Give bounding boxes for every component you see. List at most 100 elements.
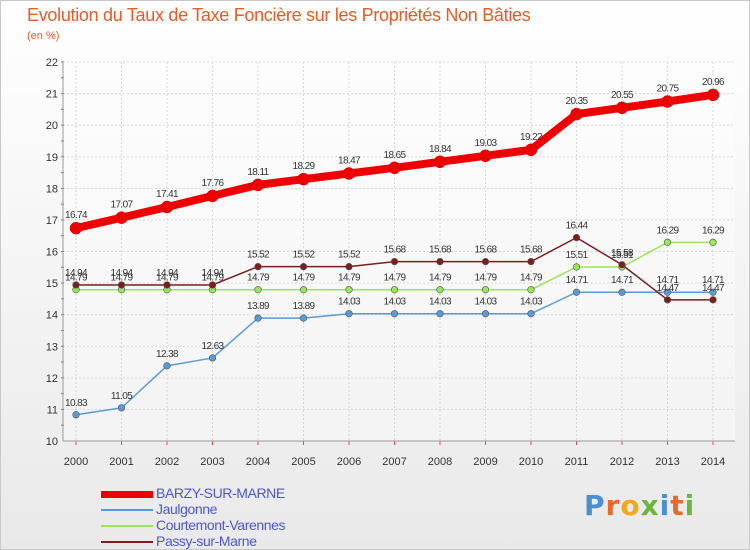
y-tick-label: 16 bbox=[46, 247, 58, 259]
logo-letter: i bbox=[684, 489, 696, 522]
data-label: 15.68 bbox=[474, 245, 497, 256]
data-label: 14.03 bbox=[520, 297, 543, 308]
data-point bbox=[299, 286, 308, 294]
data-point bbox=[254, 286, 262, 294]
data-point bbox=[163, 362, 171, 370]
y-tick-label: 15 bbox=[46, 278, 58, 290]
data-label: 15.51 bbox=[611, 250, 634, 261]
data-label: 18.11 bbox=[247, 167, 269, 178]
x-tick-label: 2005 bbox=[291, 456, 315, 468]
data-label: 17.76 bbox=[201, 178, 224, 189]
data-point bbox=[570, 107, 583, 121]
data-label: 15.68 bbox=[383, 245, 406, 256]
data-label: 14.94 bbox=[65, 268, 88, 279]
data-point bbox=[572, 234, 581, 242]
y-tick-label: 12 bbox=[46, 373, 58, 385]
data-point bbox=[390, 310, 399, 318]
y-tick-label: 20 bbox=[46, 120, 58, 132]
data-point bbox=[160, 200, 174, 214]
y-tick-label: 10 bbox=[46, 436, 58, 448]
data-label: 18.65 bbox=[383, 150, 406, 161]
data-point bbox=[709, 238, 717, 246]
data-label: 15.52 bbox=[247, 250, 270, 261]
data-label: 15.58 bbox=[611, 248, 634, 259]
data-point bbox=[709, 296, 717, 304]
logo-letter: t bbox=[670, 489, 685, 522]
data-point bbox=[433, 155, 447, 169]
data-label: 14.79 bbox=[429, 273, 452, 284]
data-label: 20.55 bbox=[611, 90, 634, 101]
legend-label-jaulgonne: Jaulgonne bbox=[156, 501, 218, 517]
legend-swatch-courtemont bbox=[101, 525, 153, 527]
data-point bbox=[72, 411, 80, 419]
data-label: 14.79 bbox=[520, 273, 543, 284]
data-point bbox=[481, 286, 490, 294]
logo-letter: x bbox=[640, 489, 660, 522]
data-label: 14.71 bbox=[565, 275, 588, 286]
data-label: 14.94 bbox=[110, 268, 133, 279]
data-point bbox=[208, 354, 217, 362]
y-tick-label: 14 bbox=[46, 310, 58, 322]
data-point bbox=[251, 178, 265, 192]
x-tick-label: 2014 bbox=[701, 456, 725, 468]
data-point bbox=[115, 211, 128, 224]
data-label: 15.68 bbox=[520, 245, 543, 256]
x-tick-label: 2007 bbox=[382, 456, 406, 468]
data-label: 14.03 bbox=[338, 297, 361, 308]
data-point bbox=[345, 310, 353, 318]
data-point bbox=[206, 189, 219, 203]
data-point bbox=[208, 281, 217, 289]
legend-label-barzy: BARZY-SUR-MARNE bbox=[156, 485, 285, 501]
data-point bbox=[706, 88, 720, 102]
data-label: 17.41 bbox=[156, 189, 179, 200]
data-label: 16.74 bbox=[65, 210, 88, 221]
data-point bbox=[299, 263, 308, 271]
x-tick-label: 2006 bbox=[337, 456, 361, 468]
data-label: 16.29 bbox=[702, 225, 725, 236]
legend-label-passy: Passy-sur-Marne bbox=[156, 533, 257, 549]
x-tick-label: 2011 bbox=[565, 456, 589, 468]
data-label: 16.44 bbox=[565, 221, 588, 232]
data-point bbox=[72, 281, 80, 289]
data-label: 14.79 bbox=[247, 273, 270, 284]
data-label: 14.47 bbox=[702, 283, 725, 294]
data-point bbox=[390, 258, 399, 266]
data-label: 17.07 bbox=[110, 200, 133, 211]
data-label: 14.47 bbox=[656, 283, 679, 294]
data-point bbox=[572, 263, 581, 271]
data-label: 14.79 bbox=[292, 273, 315, 284]
data-label: 18.29 bbox=[292, 161, 315, 172]
data-label: 14.94 bbox=[201, 268, 224, 279]
data-label: 12.38 bbox=[156, 349, 179, 360]
x-tick-label: 2002 bbox=[155, 456, 179, 468]
data-point bbox=[345, 286, 353, 294]
x-tick-label: 2003 bbox=[200, 456, 224, 468]
data-point bbox=[299, 314, 308, 322]
y-tick-label: 21 bbox=[46, 89, 58, 101]
data-point bbox=[618, 288, 626, 296]
x-tick-label: 2000 bbox=[64, 456, 88, 468]
data-point bbox=[709, 288, 717, 296]
data-label: 14.79 bbox=[201, 273, 224, 284]
data-label: 14.79 bbox=[338, 273, 361, 284]
data-point bbox=[436, 310, 444, 318]
data-point bbox=[524, 143, 538, 157]
data-point bbox=[254, 263, 262, 271]
x-tick-label: 2012 bbox=[610, 456, 634, 468]
data-label: 14.71 bbox=[656, 275, 679, 286]
data-label: 14.03 bbox=[474, 297, 497, 308]
data-label: 18.84 bbox=[429, 144, 452, 155]
data-point bbox=[481, 310, 490, 318]
data-label: 11.05 bbox=[111, 391, 133, 402]
data-point bbox=[479, 149, 492, 163]
logo-letter: o bbox=[620, 489, 641, 522]
legend-swatch-jaulgonne bbox=[101, 509, 153, 511]
data-label: 14.71 bbox=[702, 275, 725, 286]
x-tick-label: 2004 bbox=[246, 456, 270, 468]
legend-label-courtemont: Courtemont-Varennes bbox=[156, 517, 286, 533]
data-label: 15.51 bbox=[565, 250, 588, 261]
data-point bbox=[117, 281, 126, 289]
data-point bbox=[390, 286, 399, 294]
